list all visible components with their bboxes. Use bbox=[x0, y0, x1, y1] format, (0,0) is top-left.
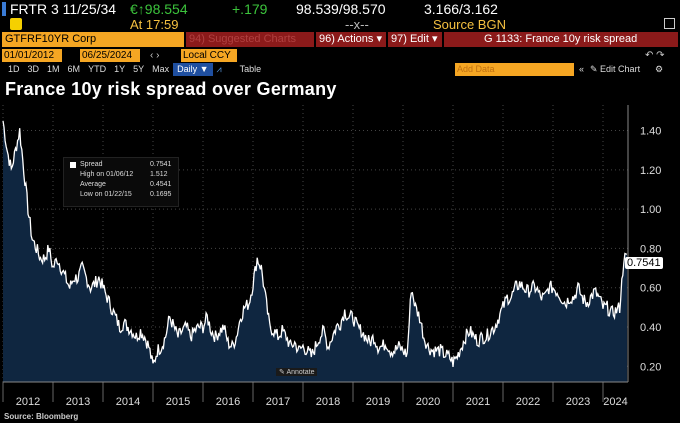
x-tick-label: 2024 bbox=[603, 396, 627, 408]
frequency-select[interactable]: Daily ▼ bbox=[173, 63, 213, 76]
table-button[interactable]: Table bbox=[239, 64, 262, 74]
ticker: FRTR 3 11/25/34 bbox=[10, 1, 117, 17]
last-value-label: 0.7541 bbox=[625, 257, 663, 269]
period-1m[interactable]: 1M bbox=[47, 64, 60, 74]
price-change: +.179 bbox=[232, 1, 268, 17]
legend-high: High on 01/06/12 bbox=[80, 171, 134, 178]
period-3d[interactable]: 3D bbox=[27, 64, 40, 74]
legend-low-value: 0.1695 bbox=[150, 191, 172, 198]
y-tick-label: 0.40 bbox=[640, 322, 661, 334]
security-field[interactable]: GTFRF10YR Corp bbox=[2, 32, 184, 47]
x-tick-label: 2017 bbox=[266, 396, 290, 408]
legend-average: Average bbox=[80, 181, 106, 188]
prev-next-buttons[interactable]: ‹ › bbox=[150, 50, 160, 61]
y-tick-label: 0.80 bbox=[640, 243, 661, 255]
x-tick-label: 2015 bbox=[166, 396, 190, 408]
period-5y[interactable]: 5Y bbox=[133, 64, 145, 74]
annotate-label: Annotate bbox=[286, 369, 315, 376]
period-1d[interactable]: 1D bbox=[8, 64, 20, 74]
spread-line bbox=[2, 120, 628, 367]
x-tick-label: 2019 bbox=[366, 396, 390, 408]
actions-menu[interactable]: 96) Actions ▾ bbox=[316, 32, 386, 47]
period-6m[interactable]: 6M bbox=[67, 64, 81, 74]
period-bar: 1D 3D 1M 6M YTD 1Y 5Y Max Daily ▼ ⩘ Table bbox=[4, 63, 265, 76]
price: €↑98.554 bbox=[130, 1, 188, 17]
x-tick-label: 2020 bbox=[416, 396, 440, 408]
source-note: Source: Bloomberg bbox=[4, 412, 79, 421]
x-tick-label: 2022 bbox=[516, 396, 540, 408]
time: At 17:59 bbox=[130, 17, 179, 32]
yields: 3.166/3.162 bbox=[424, 1, 498, 17]
legend-average-value: 0.4541 bbox=[150, 181, 172, 188]
suggested-charts-button[interactable]: 94) Suggested Charts bbox=[186, 32, 314, 47]
x-tick-label: 2018 bbox=[316, 396, 340, 408]
x-tick-label: 2014 bbox=[116, 396, 140, 408]
x-tick-label: 2013 bbox=[66, 396, 90, 408]
start-date-input[interactable]: 01/01/2012 bbox=[2, 49, 62, 62]
edit-menu[interactable]: 97) Edit ▾ bbox=[388, 32, 442, 47]
source-label: Source BGN bbox=[433, 17, 506, 32]
collapse-icon[interactable]: « bbox=[579, 64, 585, 74]
x-tick-label: 2021 bbox=[466, 396, 490, 408]
popout-icon[interactable] bbox=[664, 18, 675, 29]
legend-low: Low on 01/22/15 bbox=[80, 191, 132, 198]
y-tick-label: 0.60 bbox=[640, 283, 661, 295]
x-tick-label: 2012 bbox=[16, 396, 40, 408]
spread-area bbox=[3, 120, 627, 383]
legend[interactable]: Spread 0.7541 High on 01/06/12 1.512 Ave… bbox=[63, 157, 179, 207]
chart-name[interactable]: G 1133: France 10y risk spread bbox=[444, 32, 678, 47]
legend-high-value: 1.512 bbox=[150, 171, 168, 178]
edit-chart-label: Edit Chart bbox=[600, 64, 641, 74]
settings-icon[interactable]: ⚙ bbox=[655, 64, 664, 74]
y-tick-label: 1.00 bbox=[640, 204, 661, 216]
edit-chart-button[interactable]: ✎ Edit Chart bbox=[590, 64, 641, 74]
y-tick-label: 0.20 bbox=[640, 361, 661, 373]
chart-title: France 10y risk spread over Germany bbox=[5, 79, 337, 99]
alert-icon[interactable] bbox=[10, 18, 22, 30]
spread-sep: --x-- bbox=[345, 17, 369, 32]
period-ytd[interactable]: YTD bbox=[88, 64, 107, 74]
period-max[interactable]: Max bbox=[152, 64, 170, 74]
line-chart-icon[interactable]: ⩘ bbox=[216, 64, 222, 74]
x-tick-label: 2016 bbox=[216, 396, 240, 408]
legend-series-value: 0.7541 bbox=[150, 161, 172, 168]
x-tick-label: 2023 bbox=[566, 396, 590, 408]
y-tick-label: 1.20 bbox=[640, 165, 661, 177]
currency-select[interactable]: Local CCY bbox=[181, 49, 237, 62]
annotate-button[interactable]: ✎ Annotate bbox=[276, 368, 318, 376]
end-date-input[interactable]: 06/25/2024 bbox=[80, 49, 140, 62]
legend-series: Spread bbox=[80, 161, 103, 168]
focus-marker bbox=[2, 2, 6, 16]
bid-ask: 98.539/98.570 bbox=[296, 1, 386, 17]
series-swatch bbox=[70, 162, 76, 168]
add-data-input[interactable]: Add Data bbox=[455, 63, 574, 76]
period-1y[interactable]: 1Y bbox=[114, 64, 126, 74]
undo-redo-icon[interactable]: ↶ ↷ bbox=[645, 50, 665, 61]
y-tick-label: 1.40 bbox=[640, 126, 661, 138]
